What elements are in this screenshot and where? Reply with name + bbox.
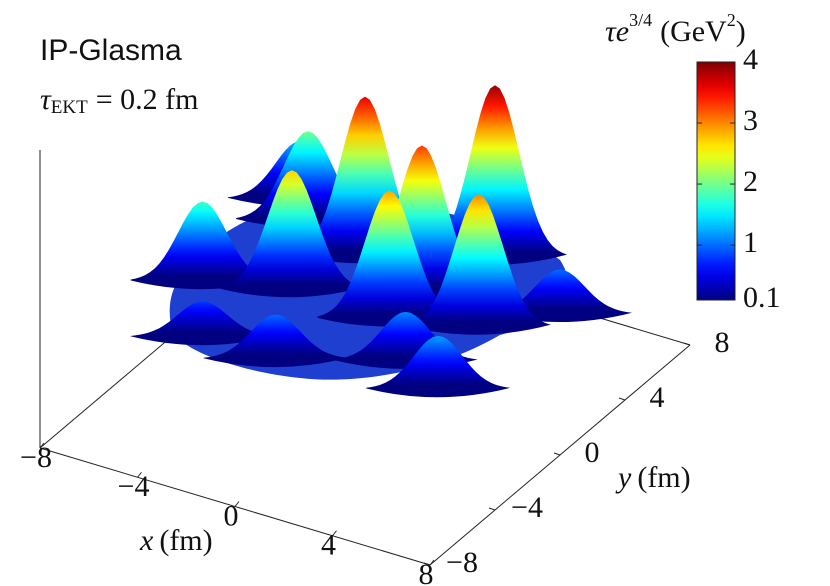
subtitle-rest: = 0.2 fm <box>96 83 199 116</box>
subtitle: τEKT = 0.2 fm <box>40 83 198 118</box>
x-tick-label: 4 <box>321 529 336 562</box>
x-tick-label: 0 <box>224 499 239 532</box>
colorbar-tick-label: 1 <box>743 226 758 259</box>
surface-peak <box>406 194 551 335</box>
x-tick <box>234 501 240 507</box>
y-axis-unit: (fm) <box>637 461 690 494</box>
x-axis-label: x (fm) <box>139 524 213 557</box>
y-tick <box>488 507 496 511</box>
surface-peak <box>423 85 567 265</box>
x-axis-symbol: x <box>139 524 154 557</box>
colorbar-label-close: ) <box>736 15 746 48</box>
x-tick <box>429 559 435 566</box>
colorbar <box>696 61 736 301</box>
surface-peak <box>130 301 275 346</box>
y-axis-label: y (fm) <box>615 461 691 494</box>
y-tick <box>553 452 561 456</box>
subtitle-symbol: τ <box>40 83 52 116</box>
colorbar-tick-label: 0.1 <box>743 281 781 314</box>
x-tick-label: −8 <box>20 441 52 474</box>
x-tick <box>39 442 45 449</box>
colorbar-tick-label: 3 <box>743 104 758 137</box>
y-tick <box>683 342 691 346</box>
colorbar-label: τe3/4 (GeV2) <box>605 10 746 48</box>
chart-title: IP-Glasma <box>40 34 182 67</box>
y-axis-symbol: y <box>615 461 632 494</box>
surface <box>130 85 632 398</box>
subtitle-subscript: EKT <box>51 97 88 118</box>
x-tick <box>137 471 142 478</box>
surface-peak <box>203 314 348 368</box>
y-tick <box>618 397 626 401</box>
y-tick-label: 8 <box>715 326 730 359</box>
y-tick-label: 0 <box>585 436 600 469</box>
y-tick-label: −8 <box>446 546 478 579</box>
colorbar-label-exponent: 3/4 <box>629 10 652 30</box>
x-tick-label: 8 <box>419 558 434 586</box>
y-tick-label: −4 <box>511 491 543 524</box>
y-tick <box>423 562 431 566</box>
colorbar-label-base: τe <box>605 15 629 48</box>
colorbar-label-unit-exponent: 2 <box>727 10 736 30</box>
surface-peak <box>317 190 462 327</box>
colorbar-tick-label: 4 <box>743 43 758 76</box>
surface-peak <box>219 170 364 298</box>
x-tick-label: −4 <box>118 470 150 503</box>
y-tick-label: 4 <box>650 381 665 414</box>
surface-peak <box>366 335 511 398</box>
x-tick <box>332 530 337 537</box>
surface-peak <box>130 201 275 290</box>
colorbar-label-unit: (GeV <box>660 15 727 48</box>
colorbar-tick-label: 2 <box>743 165 758 198</box>
x-axis-unit: (fm) <box>159 524 212 557</box>
